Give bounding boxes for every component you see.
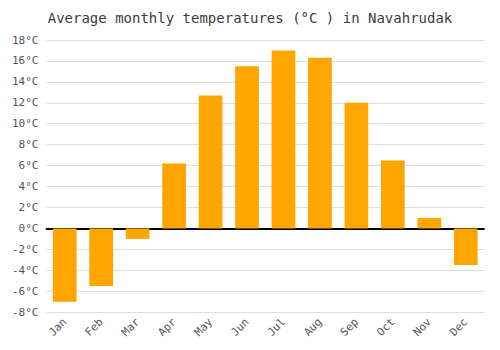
svg-text:Aug: Aug xyxy=(301,316,324,339)
svg-text:Dec: Dec xyxy=(447,316,470,339)
svg-text:Jul: Jul xyxy=(265,316,288,339)
svg-text:2°C: 2°C xyxy=(19,201,39,214)
svg-text:14°C: 14°C xyxy=(12,75,39,88)
svg-text:Mar: Mar xyxy=(119,315,142,338)
svg-text:-2°C: -2°C xyxy=(12,243,39,256)
svg-text:Apr: Apr xyxy=(155,315,178,338)
svg-text:18°C: 18°C xyxy=(12,34,39,47)
svg-text:Sep: Sep xyxy=(338,316,361,339)
svg-text:12°C: 12°C xyxy=(12,96,39,109)
svg-text:Oct: Oct xyxy=(374,316,397,339)
svg-text:16°C: 16°C xyxy=(12,54,39,67)
svg-text:8°C: 8°C xyxy=(19,138,39,151)
svg-text:Jan: Jan xyxy=(46,316,69,339)
svg-text:May: May xyxy=(192,315,215,338)
svg-text:Feb: Feb xyxy=(83,316,106,339)
svg-text:-4°C: -4°C xyxy=(12,264,39,277)
svg-text:4°C: 4°C xyxy=(19,180,39,193)
svg-text:Nov: Nov xyxy=(411,315,434,338)
svg-text:6°C: 6°C xyxy=(19,159,39,172)
svg-text:0°C: 0°C xyxy=(19,222,39,235)
svg-text:-8°C: -8°C xyxy=(12,306,39,319)
svg-text:-6°C: -6°C xyxy=(12,285,39,298)
svg-text:10°C: 10°C xyxy=(12,117,39,130)
svg-text:Average monthly temperatures (: Average monthly temperatures (°C ) in Na… xyxy=(48,10,453,26)
svg-text:Jun: Jun xyxy=(228,316,251,339)
